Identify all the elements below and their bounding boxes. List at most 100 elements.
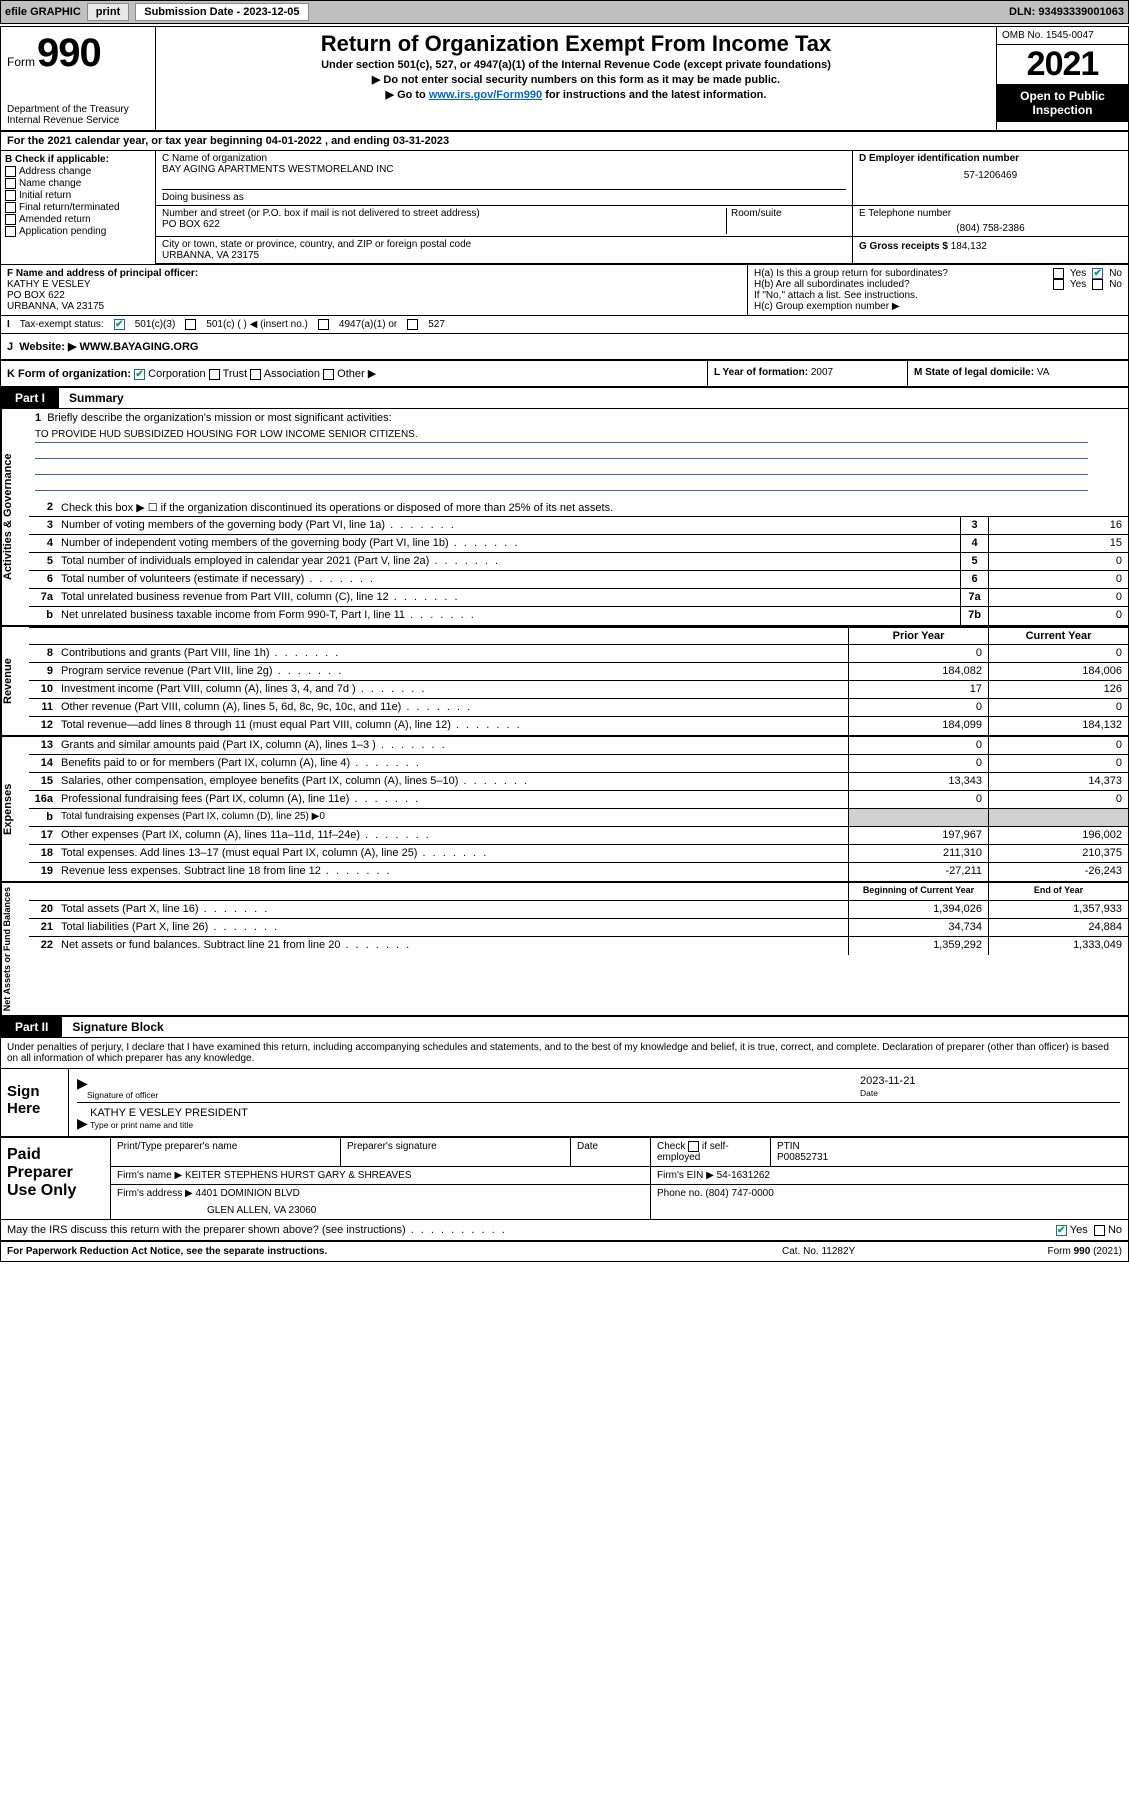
column-c-g: C Name of organization BAY AGING APARTME… [156,151,1128,264]
discuss-row: May the IRS discuss this return with the… [1,1220,1128,1242]
rev-line: 10Investment income (Part VIII, column (… [29,681,1128,699]
cb-501c[interactable] [185,319,196,330]
hdr-boy: Beginning of Current Year [848,883,988,900]
state-domicile: VA [1037,367,1050,378]
dba-label: Doing business as [162,189,846,203]
paid-preparer-label: Paid Preparer Use Only [1,1138,111,1219]
net-line: 22Net assets or fund balances. Subtract … [29,937,1128,955]
cb-trust[interactable] [209,369,220,380]
open-public-badge: Open to Public Inspection [997,85,1128,122]
cb-corp[interactable] [134,369,145,380]
ha-yes[interactable] [1053,268,1064,279]
exp-line: 16aProfessional fundraising fees (Part I… [29,791,1128,809]
form-note-1: ▶ Do not enter social security numbers o… [164,73,988,86]
org-name-cell: C Name of organization BAY AGING APARTME… [156,151,853,205]
part-2-tag: Part II [1,1017,62,1037]
discuss-no[interactable] [1094,1225,1105,1236]
efile-label: efile GRAPHIC [5,6,81,18]
officer-print-name: KATHY E VESLEY PRESIDENT [90,1107,248,1119]
part-1-tag: Part I [1,388,59,408]
form-subtitle: Under section 501(c), 527, or 4947(a)(1)… [164,59,988,71]
omb-number: OMB No. 1545-0047 [997,27,1128,45]
exp-line: 14Benefits paid to or for members (Part … [29,755,1128,773]
tax-year-end: 03-31-2023 [393,135,449,147]
f-block: F Name and address of principal officer:… [1,265,748,315]
sign-here-label: Sign Here [1,1069,69,1136]
print-button[interactable]: print [87,3,129,21]
gov-line: 5Total number of individuals employed in… [29,553,1128,571]
cb-self-employed[interactable] [688,1141,699,1152]
header-right: OMB No. 1545-0047 2021 Open to Public In… [996,27,1128,130]
section-governance: Activities & Governance 1 Briefly descri… [1,409,1128,627]
cb-501c3[interactable] [114,319,125,330]
paperwork-notice: For Paperwork Reduction Act Notice, see … [7,1246,782,1257]
top-toolbar: efile GRAPHIC print Submission Date - 20… [0,0,1129,24]
ein-value: 57-1206469 [859,170,1122,181]
gov-line: bNet unrelated business taxable income f… [29,607,1128,625]
gov-line: 2Check this box ▶ ☐ if the organization … [29,499,1128,517]
phone-cell: E Telephone number (804) 758-2386 [853,206,1128,236]
form-title: Return of Organization Exempt From Incom… [164,31,988,57]
header-center: Return of Organization Exempt From Incom… [156,27,996,130]
section-net-assets: Net Assets or Fund Balances Beginning of… [1,883,1128,1017]
officer-name: KATHY E VESLEY [7,279,741,290]
section-f-h: F Name and address of principal officer:… [1,265,1128,316]
year-formation: 2007 [811,367,833,378]
cb-assoc[interactable] [250,369,261,380]
header-left: Form 990 Department of the Treasury Inte… [1,27,156,130]
side-expenses: Expenses [1,737,29,881]
column-b: B Check if applicable: Address change Na… [1,151,156,264]
discuss-yes[interactable] [1056,1225,1067,1236]
dln-label: DLN: 93493339001063 [1009,6,1124,18]
section-expenses: Expenses 13Grants and similar amounts pa… [1,737,1128,883]
m-block: M State of legal domicile: VA [908,361,1128,386]
cb-initial[interactable] [5,190,16,201]
arrow-icon: ▶ [77,1115,87,1132]
klm-row: K Form of organization: Corporation Trus… [1,361,1128,388]
firm-addr2: GLEN ALLEN, VA 23060 [117,1205,644,1216]
cb-4947[interactable] [318,319,329,330]
page-footer: For Paperwork Reduction Act Notice, see … [1,1242,1128,1261]
signature-declaration: Under penalties of perjury, I declare th… [1,1038,1128,1069]
net-line: 21Total liabilities (Part X, line 26)34,… [29,919,1128,937]
form-number: 990 [37,31,101,76]
hb-yes[interactable] [1053,279,1064,290]
part-1-title: Summary [59,391,124,405]
section-b-g: B Check if applicable: Address change Na… [1,151,1128,265]
cb-final[interactable] [5,202,16,213]
cb-pending[interactable] [5,226,16,237]
hb-no[interactable] [1092,279,1103,290]
gov-line: 6Total number of volunteers (estimate if… [29,571,1128,589]
website-value: WWW.BAYAGING.ORG [79,341,198,353]
cb-name-change[interactable] [5,178,16,189]
cb-other[interactable] [323,369,334,380]
firm-ein: 54-1631262 [717,1170,770,1181]
ha-no[interactable] [1092,268,1103,279]
gov-line: 4Number of independent voting members of… [29,535,1128,553]
side-revenue: Revenue [1,627,29,735]
exp-line: 19Revenue less expenses. Subtract line 1… [29,863,1128,881]
part-2-title: Signature Block [62,1020,163,1034]
form-note-2: ▶ Go to www.irs.gov/Form990 for instruct… [164,88,988,101]
exp-line: bTotal fundraising expenses (Part IX, co… [29,809,1128,827]
tax-year: 2021 [997,45,1128,85]
ein-cell: D Employer identification number 57-1206… [853,151,1128,205]
dept-label: Department of the Treasury [7,104,149,115]
gross-value: 184,132 [951,241,987,252]
cb-527[interactable] [407,319,418,330]
firm-addr1: 4401 DOMINION BLVD [196,1188,300,1199]
form-word: Form [7,55,35,69]
form-ref: Form 990 (2021) [962,1246,1122,1257]
irs-label: Internal Revenue Service [7,115,149,126]
cb-amended[interactable] [5,214,16,225]
website-row: J Website: ▶ WWW.BAYAGING.ORG [1,334,1128,361]
exp-line: 18Total expenses. Add lines 13–17 (must … [29,845,1128,863]
room-cell: Room/suite [726,208,846,234]
exp-line: 13Grants and similar amounts paid (Part … [29,737,1128,755]
org-name: BAY AGING APARTMENTS WESTMORELAND INC [162,164,846,175]
irs-link[interactable]: www.irs.gov/Form990 [429,89,542,101]
b-header: B Check if applicable: [5,154,151,165]
cb-address-change[interactable] [5,166,16,177]
rev-line: 9Program service revenue (Part VIII, lin… [29,663,1128,681]
paid-preparer-block: Paid Preparer Use Only Print/Type prepar… [1,1138,1128,1220]
